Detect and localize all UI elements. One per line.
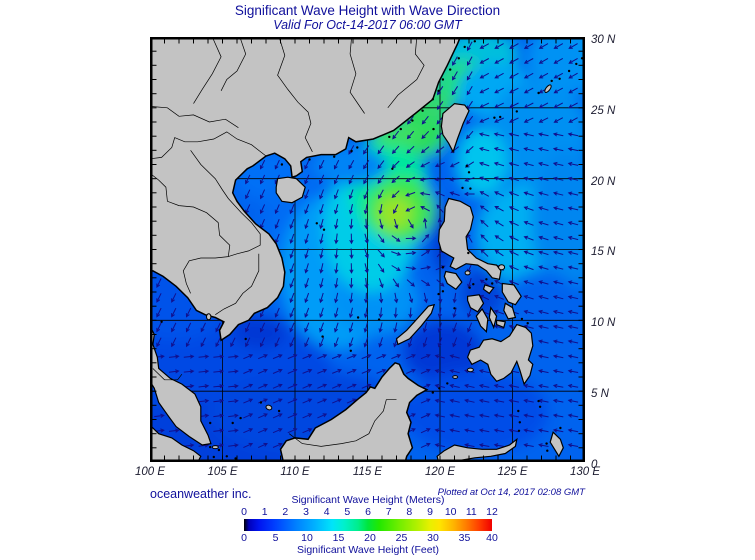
colorbar-feet-value: 15: [332, 532, 345, 544]
header: Significant Wave Height with Wave Direct…: [150, 3, 585, 32]
colorbar-meters-value: 1: [261, 506, 268, 518]
y-axis-label: 30 N: [591, 34, 616, 46]
x-axis-label: 130 E: [569, 466, 601, 478]
colorbar-meters-value: 12: [486, 506, 498, 518]
x-axis-label: 105 E: [207, 466, 238, 478]
colorbar-gradient: [244, 519, 492, 531]
colorbar-meters-value: 8: [406, 506, 413, 518]
x-axis-label: 125 E: [497, 466, 528, 478]
colorbar-meters-value: 4: [323, 506, 330, 518]
y-axis-label: 25 N: [591, 104, 616, 117]
x-axis-label: 115 E: [352, 466, 383, 478]
colorbar-meters-value: 10: [444, 506, 457, 518]
wave-height-map: [77, 7, 615, 492]
x-axis-label: 100 E: [134, 466, 166, 478]
colorbar-feet-value: 35: [458, 532, 471, 544]
colorbar-meters-ticks: 0 1 2 3 4 5 6 7 8 9 10 11 12: [241, 506, 498, 518]
colorbar-feet-value: 0: [241, 532, 247, 544]
wave-direction-arrows: [154, 41, 579, 449]
political-borders: [149, 36, 425, 447]
colorbar-meters-title: Significant Wave Height (Meters): [291, 494, 445, 506]
landmasses: [149, 36, 564, 463]
colorbar-meters-value: 11: [465, 506, 477, 518]
y-axis-label: 0: [591, 458, 598, 471]
colorbar-meters-value: 9: [427, 506, 433, 518]
y-axis-label: 15 N: [591, 246, 616, 259]
x-axis-label: 120 E: [424, 466, 456, 478]
colorbar-feet-value: 10: [301, 532, 313, 544]
y-axis-label: 20 N: [591, 175, 616, 188]
colorbar-meters-value: 2: [282, 506, 289, 518]
small-islands: [160, 37, 584, 460]
y-axis-label: 10 N: [591, 317, 616, 330]
valid-time-subtitle: Valid For Oct-14-2017 06:00 GMT: [273, 18, 462, 32]
y-axis-label: 5 N: [591, 388, 609, 401]
wave-map-svg: [77, 7, 615, 492]
page-title: Significant Wave Height with Wave Direct…: [234, 3, 501, 18]
map-frame-border: [150, 37, 585, 462]
plotted-timestamp: Plotted at Oct 14, 2017 02:08 GMT: [437, 487, 585, 498]
credit-text: oceanweather inc.: [150, 487, 252, 501]
colorbar-feet-value: 25: [395, 532, 408, 544]
colorbar-meters-value: 0: [241, 506, 247, 518]
colorbar-meters-value: 7: [385, 506, 392, 518]
colorbar-feet-title: Significant Wave Height (Feet): [296, 544, 439, 556]
colorbar-feet-value: 40: [486, 532, 498, 544]
x-axis-label: 110 E: [280, 466, 310, 478]
colorbar-meters-value: 5: [344, 506, 351, 518]
colorbar-feet-ticks: 0 5 10 15 20 25 30 35 40: [241, 532, 498, 544]
colorbar-meters-value: 3: [303, 506, 309, 518]
colorbar-feet-value: 30: [427, 532, 439, 544]
colorbar-feet-value: 5: [272, 532, 279, 544]
colorbar-meters-value: 6: [365, 506, 371, 518]
colorbar-feet-value: 20: [364, 532, 376, 544]
